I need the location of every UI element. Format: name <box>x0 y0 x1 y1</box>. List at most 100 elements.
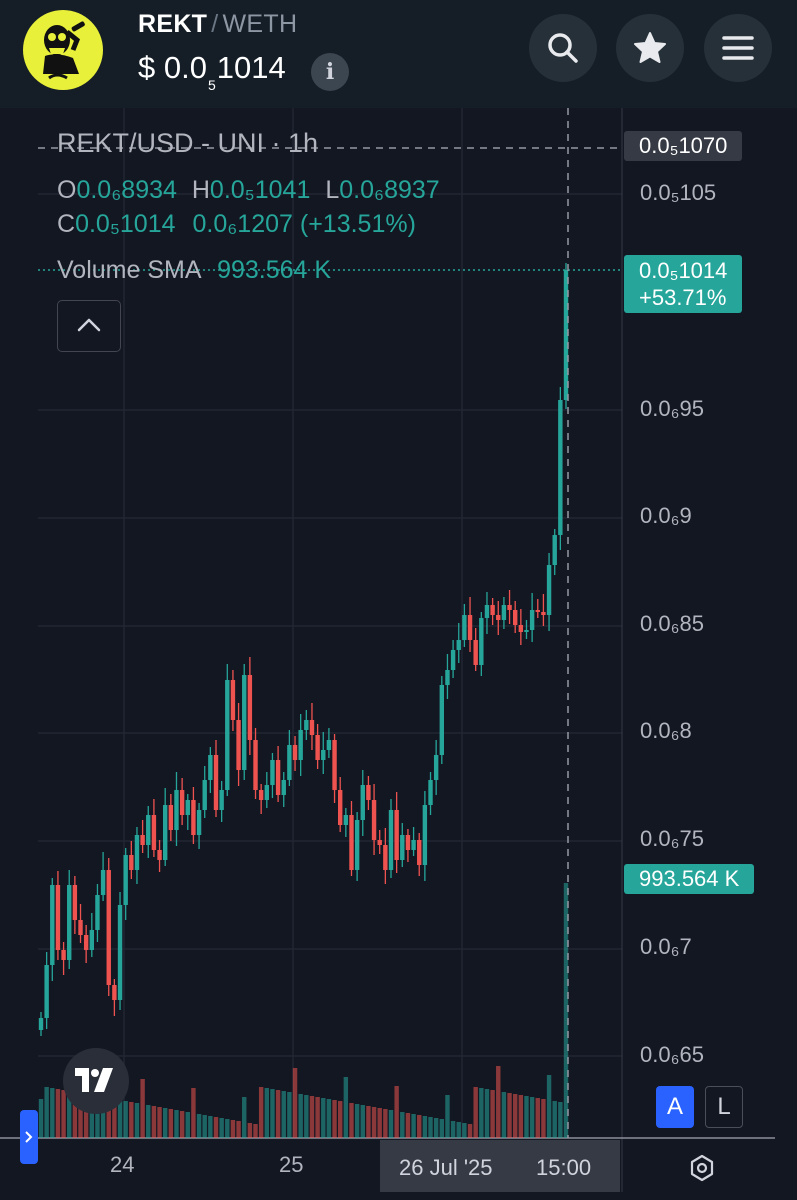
candle-body <box>383 845 388 870</box>
price-tick: 0.0₆7 <box>640 934 692 959</box>
candle-body <box>129 855 134 870</box>
candle-body <box>371 800 377 840</box>
volume-bar <box>100 1097 106 1138</box>
sidebar-toggle[interactable] <box>20 1110 38 1164</box>
candle-body <box>473 640 478 665</box>
volume-bar <box>185 1112 190 1138</box>
volume-label: Volume SMA <box>57 256 201 284</box>
volume-bar <box>281 1091 286 1138</box>
volume-bar <box>450 1121 456 1138</box>
candle-body <box>388 810 394 870</box>
volume-bar <box>512 1094 518 1138</box>
token-logo <box>23 10 103 90</box>
candle-body <box>518 625 524 632</box>
volume-bar <box>535 1098 540 1138</box>
candle-body <box>541 612 546 615</box>
pair-separator: / <box>211 10 219 38</box>
high-label: H <box>191 176 210 204</box>
volume-bar <box>326 1099 332 1138</box>
candle-body <box>247 675 253 740</box>
candle-body <box>134 835 140 870</box>
star-icon <box>634 32 666 63</box>
chevron-up-icon <box>77 318 101 332</box>
candle-body <box>225 680 230 790</box>
volume-legend: Volume SMA 993.564 K <box>57 256 331 285</box>
info-icon[interactable]: i <box>311 53 349 91</box>
candle-body <box>157 850 162 860</box>
candlesticks <box>38 263 569 1036</box>
volume-bar <box>236 1121 241 1138</box>
candle-body <box>275 760 281 795</box>
header: REKT / WETH $ 0.051014 i <box>0 0 797 108</box>
candle-body <box>507 605 512 610</box>
volume-bar <box>349 1103 354 1138</box>
crosshair-date: 26 Jul '25 <box>399 1155 493 1180</box>
volume-bar <box>315 1097 320 1138</box>
volume-bar <box>377 1108 382 1138</box>
volume-bar <box>371 1107 377 1138</box>
candle-body <box>445 670 450 685</box>
volume-bar <box>552 1101 557 1138</box>
price-zero-count: 5 <box>207 77 216 93</box>
chart-title: REKT/USD - UNI · 1h <box>57 128 319 158</box>
tradingview-logo[interactable] <box>63 1048 129 1114</box>
candle-body <box>112 985 117 1000</box>
price-chart[interactable] <box>0 108 797 1200</box>
volume-bar <box>146 1105 151 1138</box>
volume-bar <box>563 883 569 1138</box>
candle-body <box>78 920 83 935</box>
auto-scale-button[interactable]: A <box>656 1086 694 1128</box>
candle-body <box>428 780 433 805</box>
change-value: 0.0₆1207 (+13.51%) <box>192 210 416 238</box>
candle-body <box>496 615 501 620</box>
volume-bar <box>529 1097 535 1138</box>
price-tick: 0.0₆85 <box>640 611 704 636</box>
candle-body <box>321 750 326 760</box>
candle-body <box>558 400 563 535</box>
candle-body <box>287 745 292 780</box>
menu-button[interactable] <box>704 14 772 82</box>
candle-body <box>140 835 145 845</box>
crosshair-time-tag: 26 Jul '25 15:00 <box>380 1140 620 1192</box>
candle-body <box>467 615 473 640</box>
price-tick: 0.0₆75 <box>640 826 704 851</box>
candle-body <box>55 885 61 950</box>
candle-body <box>354 820 360 870</box>
candle-body <box>174 790 179 830</box>
candle-body <box>146 815 151 845</box>
settings-icon[interactable] <box>687 1153 717 1183</box>
low-value: 0.0₆8937 <box>339 176 440 204</box>
candle-body <box>462 615 467 640</box>
candle-body <box>422 805 428 865</box>
candle-body <box>529 610 535 630</box>
candle-body <box>191 800 196 835</box>
volume-bar <box>55 1089 61 1138</box>
candle-body <box>168 805 174 830</box>
collapse-legend-button[interactable] <box>57 300 121 352</box>
volume-bar <box>309 1096 315 1138</box>
log-scale-button[interactable]: L <box>705 1086 743 1128</box>
candle-body <box>439 685 445 755</box>
candle-body <box>253 740 258 790</box>
volume-bar <box>38 1099 44 1138</box>
favorite-button[interactable] <box>616 14 684 82</box>
volume-bar <box>433 1118 439 1138</box>
price-prefix: 0.0 <box>163 50 207 85</box>
volume-bar <box>151 1106 157 1138</box>
volume-bar <box>112 1099 117 1138</box>
candle-body <box>185 800 190 815</box>
volume-bar <box>44 1087 49 1138</box>
volume-bar <box>501 1092 507 1138</box>
quote-symbol: WETH <box>222 10 298 38</box>
price-tick: 0.0₆8 <box>640 718 692 743</box>
candle-body <box>512 610 518 625</box>
candle-body <box>236 720 241 770</box>
search-button[interactable] <box>529 14 597 82</box>
volume-bar <box>388 1110 394 1138</box>
price-tick: 0.0₅105 <box>640 180 717 205</box>
volume-bar <box>332 1100 337 1138</box>
volume-bar <box>304 1095 309 1138</box>
candle-body <box>50 885 55 965</box>
chart-grid <box>38 108 622 1138</box>
candle-body <box>349 815 354 870</box>
